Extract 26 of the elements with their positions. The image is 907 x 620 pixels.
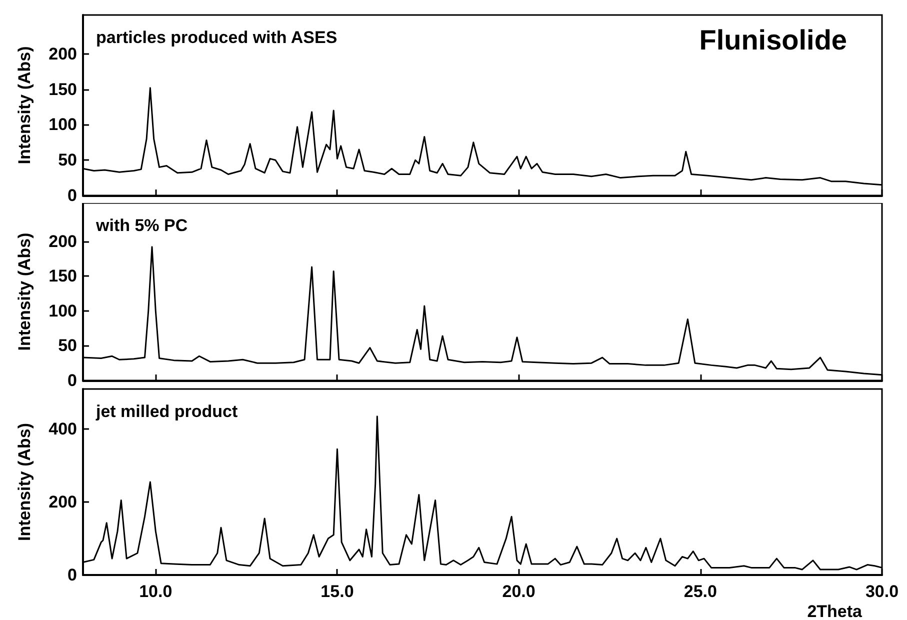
y-axis-title: Intensity (Abs) <box>15 232 34 351</box>
y-tick-label: 200 <box>48 492 77 512</box>
x-tick-label: 10.0 <box>139 582 172 601</box>
y-axis-title: Intensity (Abs) <box>15 46 34 164</box>
x-tick-label: 20.0 <box>502 582 536 601</box>
y-tick-label: 50 <box>58 336 77 356</box>
y-tick-label: 0 <box>68 371 77 390</box>
annotation: with 5% PC <box>95 216 188 235</box>
annotation: particles produced with ASES <box>96 28 338 47</box>
x-tick-label: 15.0 <box>320 582 354 601</box>
y-tick-label: 200 <box>48 232 77 251</box>
y-tick-label: 150 <box>48 266 77 286</box>
y-tick-label: 50 <box>58 150 77 170</box>
y-tick-label: 100 <box>48 301 77 320</box>
y-tick-label: 200 <box>48 44 77 64</box>
x-axis-title: 2Theta <box>807 602 863 620</box>
x-tick-label: 30.0 <box>865 582 899 601</box>
y-tick-label: 0 <box>68 566 77 584</box>
x-tick-label: 25.0 <box>684 582 717 601</box>
y-tick-label: 150 <box>48 80 77 99</box>
y-tick-label: 0 <box>68 186 77 205</box>
chart-title: Flunisolide <box>699 24 847 56</box>
annotation: jet milled product <box>95 402 238 421</box>
y-tick-label: 400 <box>48 420 77 439</box>
y-axis-title: Intensity (Abs) <box>15 422 34 542</box>
y-tick-label: 100 <box>48 115 77 134</box>
